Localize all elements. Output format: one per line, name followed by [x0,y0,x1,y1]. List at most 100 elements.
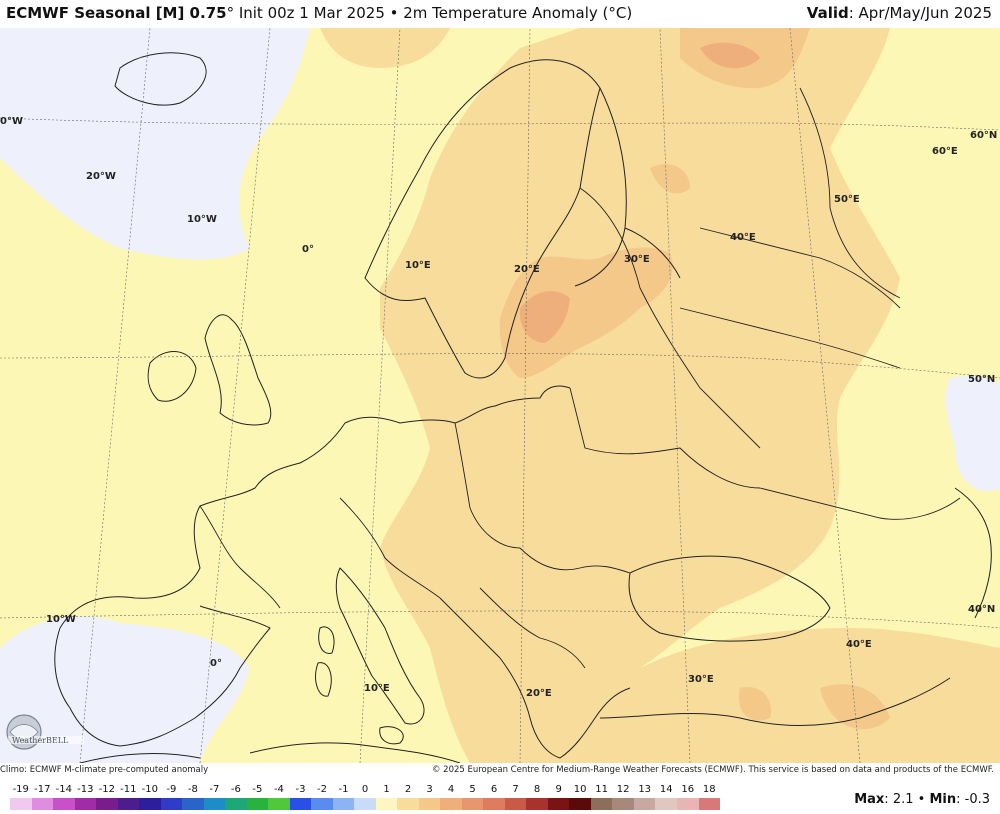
min-value: -0.3 [964,792,990,807]
grat-label: 10°W [46,614,76,625]
anomaly-2-3-baltic [499,247,673,378]
grat-label: 30°E [624,254,650,265]
grat-label: 40°N [968,604,995,615]
colorbar-tick: -10 [141,784,159,795]
colorbar-tick: 5 [469,784,476,795]
graticule-lon-0 [199,28,271,763]
coast-iceland [114,52,207,106]
colorbar-tick: -9 [166,784,177,795]
coast-sicily [379,726,404,745]
graticule-labels: 0°W 20°W 10°W 0° 10°E 20°E 30°E 40°E 50°… [0,116,997,699]
grat-label: 0° [302,244,314,255]
graticule-lat-60 [0,117,1000,131]
grat-label: 0° [210,658,222,669]
border-russia-oblasts-1 [699,227,901,309]
colorbar-swatch [504,798,527,810]
title-model: ECMWF Seasonal [M] 0.75 [6,4,227,22]
coast-north-africa [79,742,461,763]
map-svg: 0°W 20°W 10°W 0° 10°E 20°E 30°E 40°E 50°… [0,28,1000,763]
colorbar-swatch [418,798,441,810]
climo-note: Climo: ECMWF M-climate pre-computed anom… [0,765,209,775]
valid-period: Valid: Apr/May/Jun 2025 [807,4,992,22]
valid-value: : Apr/May/Jun 2025 [848,4,992,22]
anomaly-1-2-area-europe [380,28,900,763]
grat-label: 30°E [688,674,714,685]
max-label: Max [854,792,885,807]
colorbar-tick: 13 [638,784,652,795]
colorbar-tick: -1 [338,784,349,795]
colorbar-swatch [246,798,269,810]
footer-line: Climo: ECMWF M-climate pre-computed anom… [0,763,1000,777]
border-russia-north [799,87,901,299]
colorbar-swatch [332,798,355,810]
anomaly-map: 0°W 20°W 10°W 0° 10°E 20°E 30°E 40°E 50°… [0,28,1000,763]
colorbar-swatch [590,798,613,810]
max-min-stats: Max: 2.1 • Min: -0.3 [854,792,990,807]
valid-label: Valid [806,4,849,22]
colorbar-swatch [676,798,699,810]
max-value: 2.1 [892,792,914,807]
grat-label: 20°E [526,688,552,699]
graticule-lat-40 [0,610,1000,629]
coast-scandinavia [364,59,601,379]
coast-finland [574,87,681,287]
colorbar-swatches [10,798,721,810]
title-details: ° Init 00z 1 Mar 2025 • 2m Temperature A… [226,4,633,22]
colorbar-tick: -7 [209,784,220,795]
anomaly-3-4-kola [700,42,760,69]
colorbar-swatch [440,798,462,810]
graticule-lat-50 [0,353,1000,379]
grat-label: 40°E [730,232,756,243]
colorbar-swatch [698,798,721,810]
colorbar-swatch [139,798,161,810]
colorbar-swatch [483,798,505,810]
colorbar-tick: -8 [187,784,198,795]
colorbar-tick: -17 [34,784,51,795]
coast-western-europe [59,385,571,629]
colorbar-swatch [526,798,548,810]
coast-black-sea [628,555,831,642]
colorbar-tick: -12 [98,784,115,795]
colorbar-tick: -2 [316,784,327,795]
colorbar-tick-labels: -19 -17 -14 -13 -12 -11 -10 -9 -8 -7 -6 -5 -4 -3 -2 -1 0… [10,784,720,796]
graticule-lon-10w [79,28,151,763]
colorbar-swatch [74,798,97,810]
colorbar-tick: 0 [361,784,369,795]
colorbar-swatch [461,798,484,810]
colorbar-tick: 6 [490,784,498,795]
colorbar-tick: 14 [659,784,673,795]
colorbar-tick: 8 [533,784,541,795]
cool-patch-small [42,157,85,204]
coast-italy [335,567,425,725]
colorbar-swatch [289,798,312,810]
north-atlantic-cool-area [0,28,310,260]
colorbar-swatch [354,798,376,810]
border-balkans [479,587,586,669]
colorbar-swatch [397,798,419,810]
colorbar-tick: -6 [230,784,241,795]
anomaly-1-2-area-turkey [570,628,1000,763]
colorbar-swatch [633,798,656,810]
grat-label: 20°W [86,171,116,182]
grat-label: 50°N [968,374,995,385]
border-germany-poland [454,422,521,549]
grat-label: 40°E [846,639,872,650]
iberia-cool-area [0,616,250,763]
grat-label: 10°W [187,214,217,225]
colorbar-swatch [53,798,75,810]
colorbar-swatch [225,798,247,810]
grat-label: 0°W [0,116,23,127]
grat-label: 60°E [932,146,958,157]
coast-caspian [954,487,992,619]
colorbar-swatch [10,798,32,810]
grat-label: 60°N [970,130,997,141]
colorbar-tick: -14 [55,784,72,795]
svg-text:WeatherBELL: WeatherBELL [12,736,69,745]
colorbar-swatch [203,798,226,810]
coast-great-britain [204,314,272,426]
coast-iberia [54,605,271,747]
colorbar-tick: 7 [512,784,519,795]
colorbar-swatch [117,798,140,810]
colorbar-swatch [31,798,54,810]
colorbar-tick: 4 [447,784,455,795]
